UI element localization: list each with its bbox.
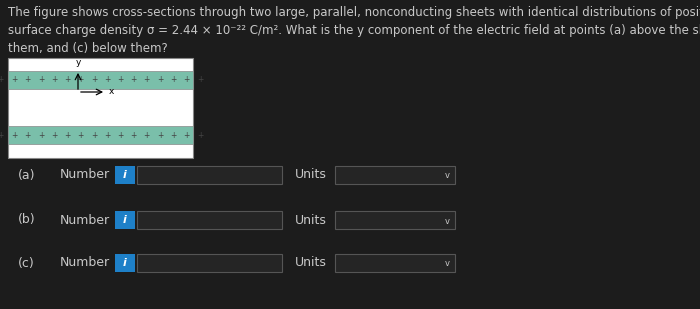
Text: (b): (b) [18,214,36,226]
Text: +: + [183,75,190,84]
Bar [137,254,282,272]
Bar [115,211,135,229]
Text: +: + [144,130,150,139]
Bar [335,166,455,184]
Text: +: + [25,130,31,139]
Text: +: + [51,130,57,139]
Bar [137,166,282,184]
Text: +: + [11,130,18,139]
Text: +: + [0,75,4,84]
Text: i: i [123,170,127,180]
Text: +: + [157,130,163,139]
Bar [8,58,193,158]
Text: v: v [444,260,449,269]
Text: +: + [78,75,84,84]
Text: +: + [25,75,31,84]
Text: i: i [123,258,127,268]
Text: v: v [444,217,449,226]
Text: +: + [130,130,136,139]
Text: i: i [123,215,127,225]
Text: +: + [197,130,204,139]
Bar [115,166,135,184]
Text: +: + [0,130,4,139]
Text: Number: Number [60,256,110,269]
Text: +: + [157,75,163,84]
Text: Units: Units [295,168,327,181]
Text: y: y [76,58,80,67]
Text: +: + [64,75,71,84]
Text: x: x [109,87,114,96]
Text: Units: Units [295,214,327,226]
Text: +: + [117,75,123,84]
Text: Number: Number [60,168,110,181]
Text: +: + [38,75,44,84]
Bar [335,211,455,229]
Text: The figure shows cross-sections through two large, parallel, nonconducting sheet: The figure shows cross-sections through … [8,6,700,55]
Text: Number: Number [60,214,110,226]
Text: +: + [51,75,57,84]
Text: +: + [170,75,176,84]
Text: +: + [144,75,150,84]
Text: +: + [183,130,190,139]
Text: +: + [117,130,123,139]
Text: (a): (a) [18,168,36,181]
Text: +: + [78,130,84,139]
Bar [137,211,282,229]
Text: +: + [91,75,97,84]
Bar [8,126,193,144]
Text: Units: Units [295,256,327,269]
Text: +: + [91,130,97,139]
Bar [335,254,455,272]
Bar [8,71,193,89]
Text: (c): (c) [18,256,35,269]
Text: +: + [130,75,136,84]
Bar [115,254,135,272]
Text: +: + [38,130,44,139]
Text: +: + [170,130,176,139]
Text: +: + [104,75,111,84]
Text: +: + [104,130,111,139]
Text: +: + [11,75,18,84]
Text: v: v [444,171,449,180]
Text: +: + [197,75,204,84]
Text: +: + [64,130,71,139]
